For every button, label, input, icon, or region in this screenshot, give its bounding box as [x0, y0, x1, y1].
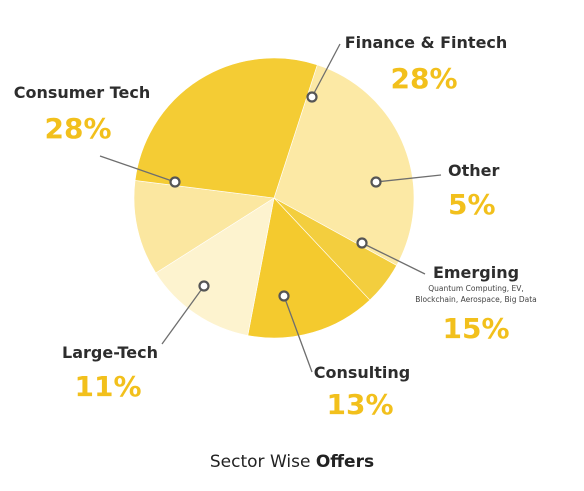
marker-dot-other: [370, 176, 382, 188]
pie-slices: [133, 57, 415, 339]
chart-title-bold: Offers: [315, 452, 375, 472]
slice-label-finance-and-fintech: Finance & Fintech: [345, 33, 508, 52]
pie-slice-emerging: [247, 197, 371, 339]
slice-value-finance-and-fintech: 28%: [390, 62, 457, 95]
slice-sublabel-emerging-0: Quantum Computing, EV,: [428, 284, 524, 293]
slice-sublabel-emerging-1: Blockchain, Aerospace, Big Data: [415, 295, 537, 304]
marker-dot-large-tech: [198, 280, 210, 292]
marker-dot-emerging: [356, 237, 368, 249]
chart-title-regular: Sector Wise: [209, 452, 311, 472]
slice-label-large-tech: Large-Tech: [62, 343, 158, 362]
marker-dot-finance-and-fintech: [306, 91, 318, 103]
leader-lines: [99, 43, 442, 373]
slice-value-emerging: 15%: [442, 312, 509, 345]
leader-line-other: [375, 174, 442, 183]
leader-line-large-tech: [161, 285, 205, 345]
chart-title: Sector Wise Offers: [0, 452, 584, 472]
pie-slice-consulting: [155, 197, 275, 336]
pie-slice-large-tech: [133, 180, 275, 274]
slice-label-emerging: Emerging: [433, 263, 519, 282]
leader-line-consumer-tech: [99, 155, 176, 183]
slice-label-consulting: Consulting: [314, 363, 411, 382]
slice-value-large-tech: 11%: [74, 370, 141, 403]
slice-labels: Finance & Fintech 28% Other 5% Emerging Quant…: [14, 33, 537, 421]
leader-line-consulting: [283, 295, 313, 373]
marker-dot-consulting: [278, 290, 290, 302]
slice-label-consumer-tech: Consumer Tech: [14, 83, 151, 102]
pie-slice-consumer-tech: [134, 57, 318, 199]
leader-line-finance-and-fintech: [311, 43, 341, 98]
marker-dot-consumer-tech: [169, 176, 181, 188]
slice-value-other: 5%: [448, 188, 496, 221]
slice-value-consumer-tech: 28%: [44, 112, 111, 145]
pie-slice-finance-and-fintech: [273, 64, 415, 266]
leader-line-emerging: [361, 242, 426, 275]
slice-value-consulting: 13%: [326, 388, 393, 421]
slice-label-other: Other: [448, 161, 499, 180]
